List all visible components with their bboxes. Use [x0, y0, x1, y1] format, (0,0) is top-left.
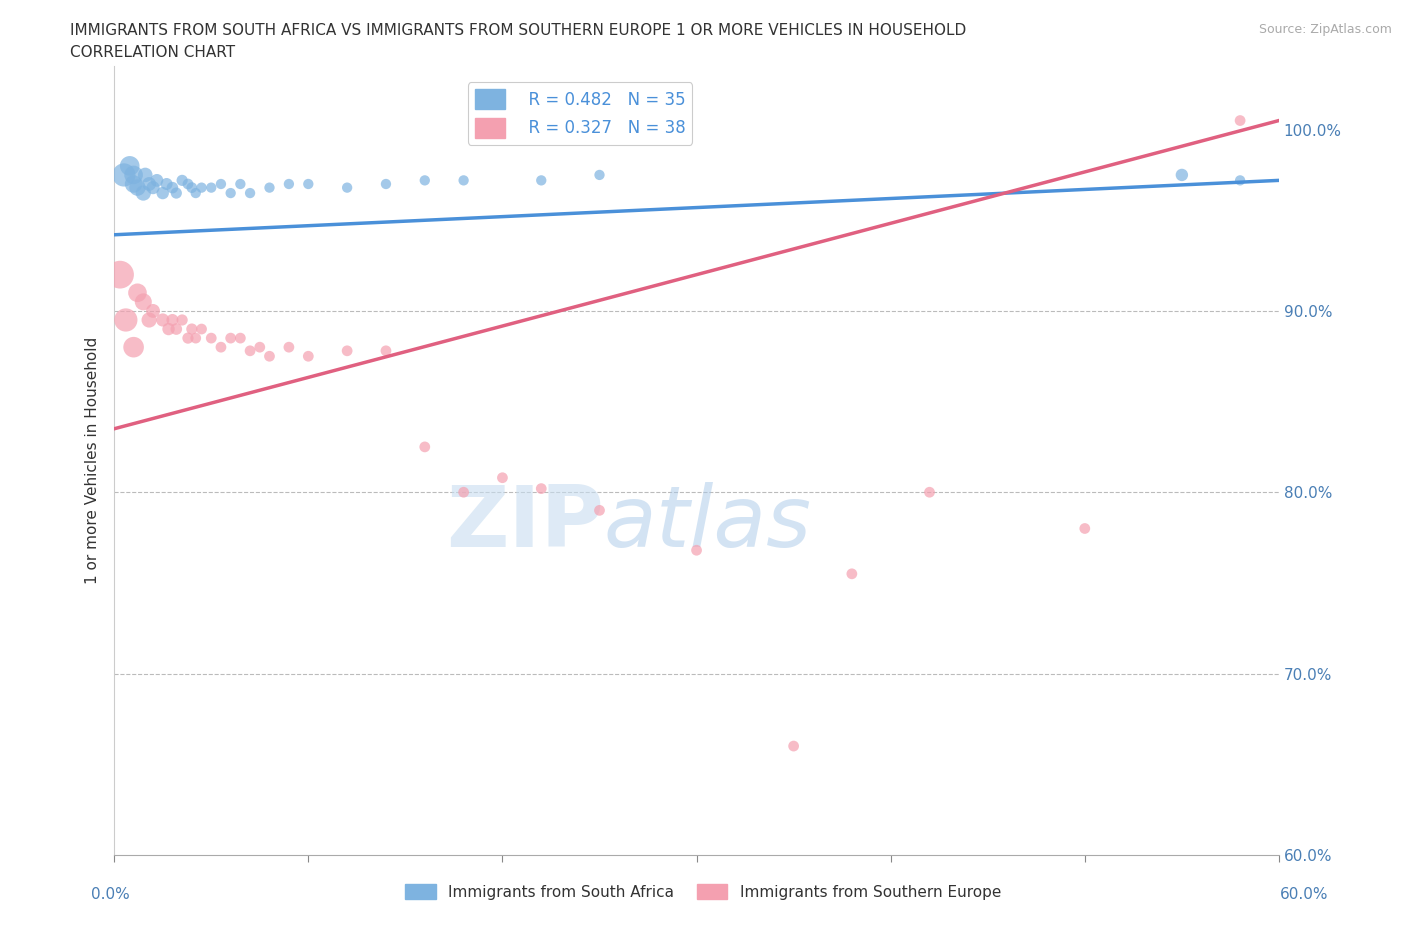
Point: [177, 177, 200, 192]
Point: [209, 177, 232, 192]
Point: [122, 167, 145, 182]
Point: [530, 173, 553, 188]
Text: Source: ZipAtlas.com: Source: ZipAtlas.com: [1258, 23, 1392, 36]
Point: [200, 180, 222, 195]
Point: [588, 167, 610, 182]
Point: [685, 543, 707, 558]
Point: [146, 173, 169, 188]
Point: [172, 312, 194, 327]
Point: [453, 173, 475, 188]
Point: [155, 177, 177, 192]
Point: [277, 339, 299, 354]
Point: [132, 186, 155, 201]
Text: 0.0%: 0.0%: [91, 887, 131, 902]
Point: [157, 322, 180, 337]
Point: [249, 339, 271, 354]
Text: atlas: atlas: [603, 482, 811, 565]
Point: [190, 322, 212, 337]
Text: 60.0%: 60.0%: [1281, 887, 1329, 902]
Legend:   R = 0.482   N = 35,   R = 0.327   N = 38: R = 0.482 N = 35, R = 0.327 N = 38: [468, 83, 692, 145]
Point: [172, 173, 194, 188]
Point: [200, 331, 222, 346]
Point: [336, 343, 359, 358]
Y-axis label: 1 or more Vehicles in Household: 1 or more Vehicles in Household: [86, 337, 100, 584]
Point: [112, 167, 135, 182]
Point: [259, 180, 281, 195]
Text: ZIP: ZIP: [446, 482, 603, 565]
Point: [122, 177, 145, 192]
Point: [142, 303, 165, 318]
Point: [209, 339, 232, 354]
Point: [127, 180, 149, 195]
Point: [782, 738, 804, 753]
Point: [530, 481, 553, 496]
Point: [277, 177, 299, 192]
Point: [122, 339, 145, 354]
Point: [375, 343, 398, 358]
Text: CORRELATION CHART: CORRELATION CHART: [70, 45, 235, 60]
Point: [138, 177, 160, 192]
Legend: Immigrants from South Africa, Immigrants from Southern Europe: Immigrants from South Africa, Immigrants…: [399, 877, 1007, 906]
Point: [177, 331, 200, 346]
Point: [108, 267, 131, 282]
Point: [413, 173, 436, 188]
Point: [1171, 167, 1194, 182]
Point: [114, 312, 136, 327]
Point: [491, 471, 513, 485]
Point: [134, 167, 156, 182]
Point: [142, 180, 165, 195]
Point: [1229, 113, 1251, 128]
Point: [180, 180, 202, 195]
Point: [138, 312, 160, 327]
Point: [184, 331, 207, 346]
Point: [229, 177, 252, 192]
Point: [162, 312, 184, 327]
Point: [219, 331, 242, 346]
Point: [259, 349, 281, 364]
Point: [132, 295, 155, 310]
Point: [165, 322, 187, 337]
Point: [219, 186, 242, 201]
Point: [190, 180, 212, 195]
Point: [127, 286, 149, 300]
Point: [180, 322, 202, 337]
Point: [239, 343, 262, 358]
Point: [229, 331, 252, 346]
Point: [297, 349, 319, 364]
Point: [297, 177, 319, 192]
Point: [918, 485, 941, 499]
Point: [413, 440, 436, 455]
Point: [588, 503, 610, 518]
Point: [152, 186, 174, 201]
Point: [162, 180, 184, 195]
Point: [841, 566, 863, 581]
Point: [184, 186, 207, 201]
Point: [1229, 173, 1251, 188]
Point: [165, 186, 187, 201]
Point: [336, 180, 359, 195]
Point: [152, 312, 174, 327]
Point: [1074, 521, 1097, 536]
Point: [375, 177, 398, 192]
Point: [118, 158, 141, 173]
Point: [453, 485, 475, 499]
Point: [239, 186, 262, 201]
Text: IMMIGRANTS FROM SOUTH AFRICA VS IMMIGRANTS FROM SOUTHERN EUROPE 1 OR MORE VEHICL: IMMIGRANTS FROM SOUTH AFRICA VS IMMIGRAN…: [70, 23, 966, 38]
